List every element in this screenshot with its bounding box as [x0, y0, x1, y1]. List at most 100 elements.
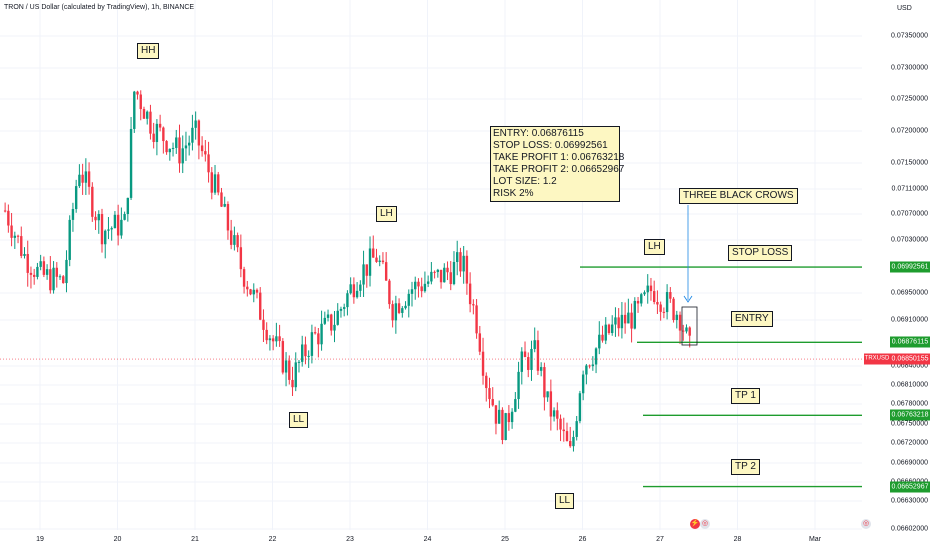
candle-up — [71, 209, 75, 220]
annotation-three-black-crows[interactable]: THREE BLACK CROWS — [679, 188, 798, 204]
candle-up — [45, 269, 49, 275]
candle-up — [585, 365, 588, 375]
annotation-hh[interactable]: HH — [137, 43, 160, 59]
candle-down — [200, 145, 204, 152]
candle-down — [152, 133, 155, 143]
label-stop-loss[interactable]: STOP LOSS — [728, 245, 793, 261]
candle-up — [97, 214, 100, 221]
candle-up — [643, 292, 646, 295]
candle-down — [375, 257, 378, 262]
candle-down — [352, 284, 356, 298]
info-entry: ENTRY: 0.06876115 — [493, 128, 584, 139]
candle-up — [187, 142, 191, 146]
price-tick-label: 0.07200000 — [891, 127, 928, 135]
trade-info-box[interactable]: ENTRY: 0.06876115 STOP LOSS: 0.06992561 … — [490, 126, 624, 202]
candle-up — [194, 120, 197, 128]
label-tp1[interactable]: TP 1 — [731, 388, 760, 404]
candle-down — [485, 375, 488, 389]
candle-up — [184, 145, 188, 149]
candle-down — [465, 255, 469, 284]
event-flag-icon[interactable]: ⚡ — [690, 519, 700, 529]
candle-down — [158, 123, 162, 128]
annotation-lh-2[interactable]: LH — [644, 239, 665, 255]
candle-down — [32, 274, 36, 277]
candle-up — [452, 261, 456, 285]
candle-down — [468, 283, 472, 305]
candle-down — [475, 305, 478, 334]
candle-up — [611, 324, 614, 334]
candle-down — [372, 248, 375, 258]
candle-down — [556, 410, 559, 419]
candle-up — [520, 351, 523, 372]
candle-up — [284, 360, 288, 373]
candle-up — [627, 312, 630, 324]
label-tp2[interactable]: TP 2 — [731, 459, 760, 475]
candle-down — [87, 171, 91, 187]
annotation-ll-2[interactable]: LL — [555, 493, 575, 509]
candle-down — [249, 289, 252, 295]
candle-up — [578, 393, 582, 422]
symbol-badge: TRXUSD — [864, 353, 890, 365]
candle-up — [430, 271, 433, 282]
candle-down — [55, 267, 58, 277]
price-tick-label: 0.07350000 — [891, 32, 928, 40]
chart-grid — [0, 0, 862, 530]
candle-down — [94, 216, 97, 221]
annotation-ll-1[interactable]: LL — [289, 412, 309, 428]
candle-down — [81, 174, 84, 183]
time-tick-label: 24 — [423, 536, 432, 543]
label-entry[interactable]: ENTRY — [731, 311, 773, 327]
annotation-lh-1[interactable]: LH — [376, 206, 397, 222]
candle-down — [7, 210, 10, 226]
candle-up — [594, 348, 598, 365]
candle-down — [265, 329, 268, 341]
candle-up — [575, 421, 578, 437]
candle-up — [68, 219, 71, 260]
candle-up — [462, 255, 465, 272]
candle-down — [313, 332, 317, 334]
currency-label: USD — [897, 5, 912, 12]
candle-down — [630, 312, 633, 329]
candle-down — [501, 409, 504, 440]
candle-up — [339, 308, 343, 311]
candle-up — [126, 197, 130, 215]
candle-down — [242, 269, 246, 287]
candle-down — [682, 330, 685, 332]
candle-down — [478, 333, 482, 352]
candle-up — [84, 171, 88, 183]
candle-down — [271, 338, 275, 342]
price-tick-label: 0.06602000 — [891, 525, 928, 533]
candle-down — [136, 91, 139, 95]
candle-up — [665, 292, 669, 313]
candle-up — [36, 266, 39, 277]
candle-down — [220, 192, 223, 207]
candle-down — [669, 292, 672, 299]
candle-down — [617, 317, 620, 329]
candle-up — [123, 214, 126, 220]
candle-down — [259, 292, 262, 320]
price-tick-label: 0.06810000 — [891, 381, 928, 389]
candle-down — [649, 285, 653, 292]
candle-up — [23, 254, 26, 256]
candle-down — [601, 334, 604, 341]
chart-header-title: TRON / US Dollar (calculated by TradingV… — [4, 4, 195, 11]
economic-event-icon-2[interactable]: ◎ — [861, 519, 871, 529]
info-lot-size: LOT SIZE: 1.2 — [493, 176, 557, 187]
candle-down — [391, 304, 394, 321]
price-tick-label: 0.06720000 — [891, 439, 928, 447]
level-price-badge: 0.06652967 — [890, 481, 930, 493]
candle-down — [226, 203, 230, 231]
candle-down — [365, 264, 368, 276]
candle-up — [223, 203, 226, 207]
candle-up — [333, 324, 336, 331]
candle-down — [569, 441, 572, 447]
time-tick-label: 25 — [501, 536, 509, 543]
candle-up — [581, 374, 585, 394]
candle-up — [401, 308, 404, 313]
candle-up — [252, 289, 255, 295]
candle-up — [407, 293, 410, 306]
level-price-badge: 0.06992561 — [890, 261, 930, 273]
candle-up — [533, 340, 536, 349]
economic-event-icon[interactable]: ◎ — [700, 519, 710, 529]
